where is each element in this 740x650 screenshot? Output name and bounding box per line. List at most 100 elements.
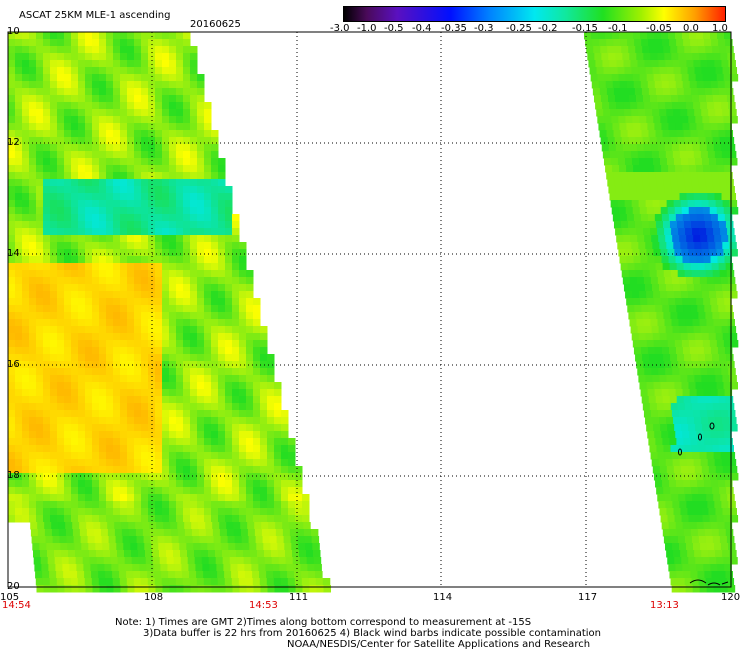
swath-cell (71, 158, 79, 166)
swath-cell (169, 39, 177, 47)
swath-cell (302, 494, 310, 502)
swath-cell (15, 277, 23, 285)
swath-cell (716, 291, 724, 299)
swath-cell (680, 67, 689, 75)
swath-cell (663, 445, 671, 453)
swath-cell (300, 564, 308, 572)
swath-cell (690, 221, 699, 229)
swath-cell (183, 382, 191, 390)
swath-cell (113, 354, 121, 362)
swath-cell (71, 389, 79, 397)
swath-cell (614, 95, 623, 103)
swath-cell (651, 368, 659, 376)
swath-cell (176, 74, 184, 82)
swath-cell (239, 326, 247, 334)
swath-cell (667, 249, 675, 257)
swath-cell (190, 235, 198, 243)
swath-cell (36, 200, 44, 208)
swath-cell (668, 564, 676, 572)
swath-cell (246, 494, 254, 502)
swath-cell (36, 193, 44, 201)
swath-cell (36, 487, 44, 495)
longitude-label: 114 (433, 592, 453, 603)
swath-cell (92, 193, 100, 201)
swath-cell (163, 522, 171, 530)
swath-cell (134, 137, 142, 145)
swath-cell (260, 403, 268, 411)
swath-cell (155, 221, 163, 229)
swath-cell (64, 172, 72, 180)
swath-cell (127, 452, 135, 460)
swath-cell (225, 347, 233, 355)
swath-cell (148, 88, 156, 96)
swath-cell (204, 389, 212, 397)
swath-cell (664, 452, 673, 460)
swath-cell (713, 319, 722, 327)
swath-cell (155, 116, 163, 124)
swath-cell (656, 403, 665, 411)
swath-cell (148, 46, 156, 54)
swath-cell (36, 508, 44, 516)
swath-cell (169, 270, 177, 278)
swath-cell (218, 382, 226, 390)
swath-cell (609, 60, 617, 68)
swath-cell (85, 508, 93, 516)
swath-cell (676, 480, 684, 488)
swath-cell (162, 123, 170, 131)
swath-cell (723, 340, 732, 348)
swath-cell (650, 410, 659, 418)
swath-cell (134, 459, 142, 467)
swath-cell (85, 214, 93, 222)
swath-cell (120, 172, 128, 180)
swath-cell (620, 39, 628, 47)
swath-cell (644, 368, 652, 376)
swath-cell (225, 298, 233, 306)
swath-cell (169, 347, 177, 355)
swath-cell (43, 151, 51, 159)
swath-cell (134, 130, 142, 138)
swath-cell (211, 361, 219, 369)
swath-cell (235, 543, 243, 551)
swath-cell (155, 263, 163, 271)
swath-cell (289, 529, 298, 537)
swath-cell (135, 529, 144, 537)
swath-cell (77, 571, 85, 579)
swath-cell (92, 130, 100, 138)
swath-cell (120, 32, 128, 40)
swath-cell (42, 571, 50, 579)
swath-cell (239, 473, 247, 481)
swath-cell (113, 109, 121, 117)
swath-cell (85, 46, 93, 54)
swath-cell (183, 501, 191, 509)
swath-cell (218, 354, 226, 362)
swath-cell (700, 368, 708, 376)
swath-cell (681, 116, 689, 124)
swath-cell (141, 340, 149, 348)
swath-cell (694, 417, 702, 425)
swath-cell (93, 522, 101, 530)
swath-cell (728, 284, 737, 292)
swath-cell (78, 242, 86, 250)
swath-cell (197, 473, 205, 481)
swath-cell (50, 270, 58, 278)
swath-cell (141, 172, 149, 180)
swath-cell (655, 221, 664, 229)
swath-cell (650, 277, 659, 285)
swath-cell (728, 459, 737, 467)
swath-cell (85, 340, 93, 348)
swath-cell (204, 130, 212, 138)
swath-cell (134, 200, 142, 208)
swath-cell (169, 291, 177, 299)
swath-cell (106, 284, 114, 292)
swath-cell (176, 403, 184, 411)
swath-cell (694, 466, 703, 474)
swath-cell (155, 32, 163, 40)
swath-cell (78, 151, 86, 159)
swath-cell (685, 277, 694, 285)
swath-cell (92, 361, 100, 369)
swath-cell (152, 557, 161, 565)
swath-cell (72, 529, 81, 537)
swath-cell (675, 347, 684, 355)
swath-cell (50, 417, 58, 425)
swath-cell (106, 319, 114, 327)
